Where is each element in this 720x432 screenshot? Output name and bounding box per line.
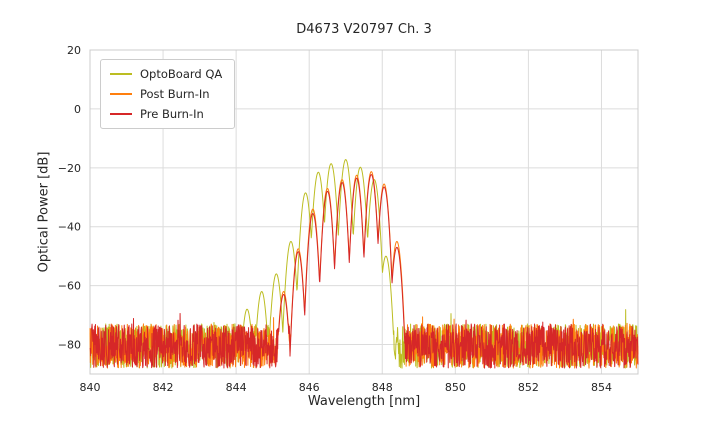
chart-title: D4673 V20797 Ch. 3	[296, 22, 432, 37]
legend-swatch-optoboard-qa	[110, 73, 132, 75]
x-tick-label: 844	[226, 381, 247, 394]
y-tick-label: −40	[58, 221, 81, 234]
y-axis-label: Optical Power [dB]	[36, 151, 52, 273]
y-tick-label: 20	[67, 44, 81, 57]
legend-item-optoboard-qa: OptoBoard QA	[110, 67, 222, 81]
legend-item-post-burn-in: Post Burn-In	[110, 87, 222, 101]
x-tick-label: 852	[518, 381, 539, 394]
y-tick-label: −20	[58, 162, 81, 175]
legend-item-pre-burn-in: Pre Burn-In	[110, 107, 222, 121]
x-tick-label: 848	[372, 381, 393, 394]
x-tick-label: 842	[153, 381, 174, 394]
legend-label-optoboard-qa: OptoBoard QA	[140, 67, 223, 81]
legend-swatch-post-burn-in	[110, 93, 132, 95]
legend: OptoBoard QA Post Burn-In Pre Burn-In	[100, 59, 236, 129]
legend-label-post-burn-in: Post Burn-In	[140, 87, 210, 101]
x-tick-label: 854	[591, 381, 612, 394]
x-tick-label: 840	[80, 381, 101, 394]
y-tick-label: −80	[58, 339, 81, 352]
y-tick-label: 0	[74, 103, 81, 116]
legend-swatch-pre-burn-in	[110, 113, 132, 115]
x-axis-label: Wavelength [nm]	[307, 394, 421, 409]
x-tick-label: 846	[299, 381, 320, 394]
series-line-pre-burn-in	[89, 174, 639, 369]
x-tick-label: 850	[445, 381, 466, 394]
axes-frame	[89, 49, 639, 375]
y-tick-label: −60	[58, 280, 81, 293]
legend-label-pre-burn-in: Pre Burn-In	[140, 107, 204, 121]
